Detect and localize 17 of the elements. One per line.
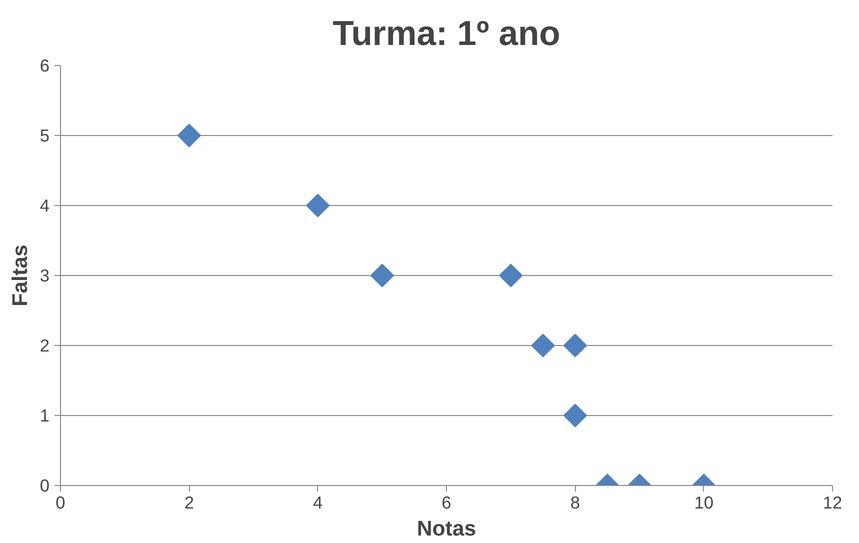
y-tick-label: 1: [40, 406, 50, 426]
chart-title: Turma: 1º ano: [332, 15, 560, 53]
x-tick-label: 10: [694, 492, 714, 512]
y-tick-label: 4: [40, 196, 50, 216]
x-tick-label: 2: [184, 492, 194, 512]
y-tick-label: 6: [40, 56, 50, 76]
x-tick-label: 4: [313, 492, 324, 512]
y-axis-title: Faltas: [8, 244, 32, 306]
y-tick-label: 5: [40, 126, 50, 146]
x-tick-label: 0: [56, 492, 66, 512]
y-tick-label: 0: [40, 476, 50, 496]
x-tick-label: 12: [822, 492, 842, 512]
y-tick-label: 3: [40, 266, 50, 286]
y-tick-label: 2: [40, 336, 50, 356]
x-axis-title: Notas: [416, 516, 476, 540]
x-tick-label: 6: [442, 492, 452, 512]
x-tick-label: 8: [570, 492, 580, 512]
